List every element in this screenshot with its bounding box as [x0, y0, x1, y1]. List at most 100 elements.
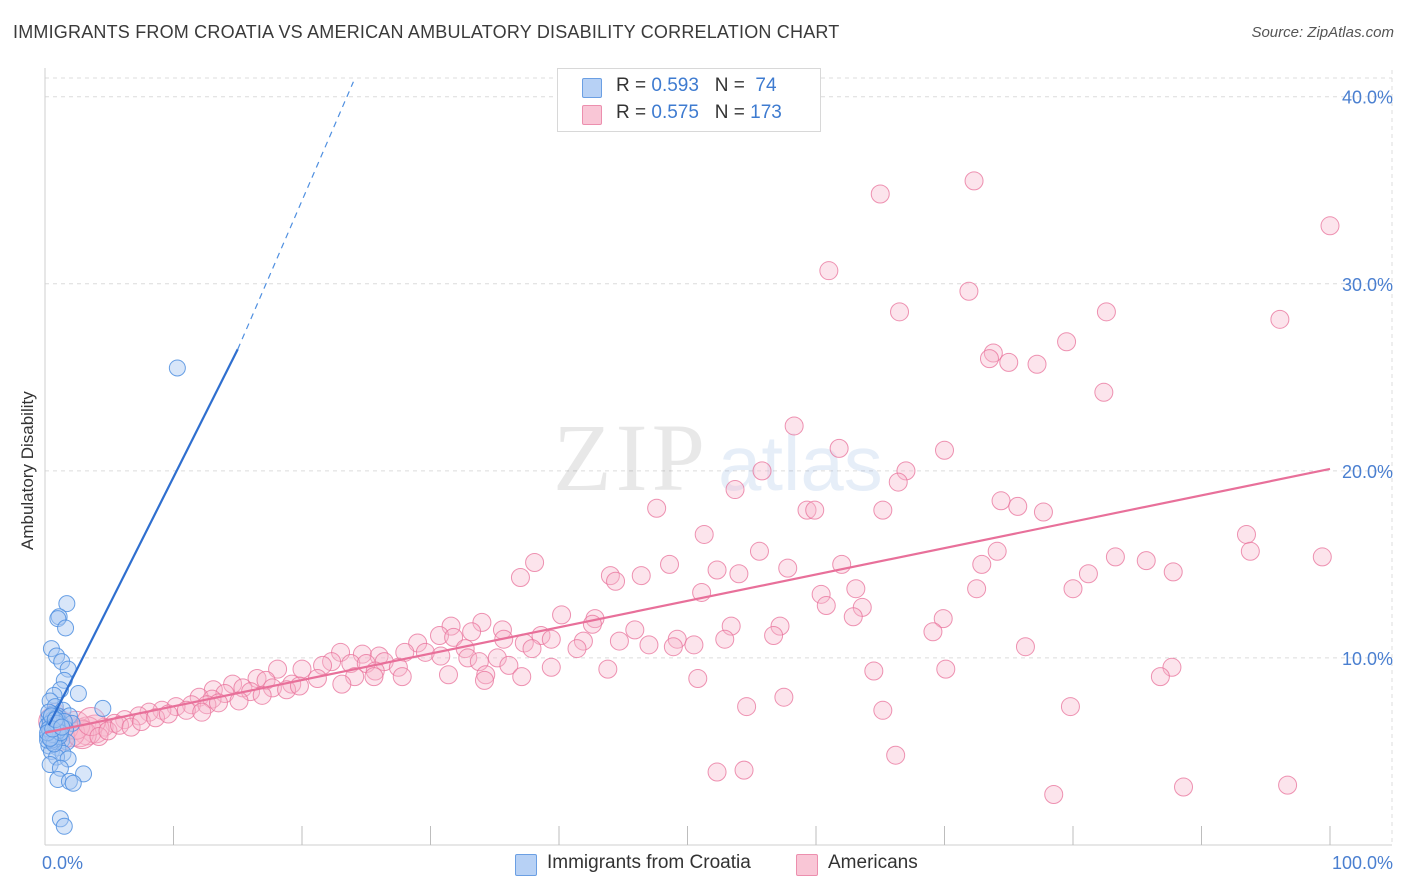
croatia-point: [57, 619, 75, 637]
americans-point: [510, 567, 530, 587]
americans-point: [774, 687, 794, 707]
americans-point: [873, 500, 893, 520]
americans-point: [972, 554, 992, 574]
americans-point: [694, 524, 714, 544]
americans-point: [332, 674, 352, 694]
americans-point: [1236, 524, 1256, 544]
americans-point: [784, 416, 804, 436]
americans-point: [778, 558, 798, 578]
americans-point: [933, 609, 953, 629]
bottom-legend-label-croatia: Immigrants from Croatia: [547, 852, 751, 873]
americans-point: [573, 631, 593, 651]
americans-point: [864, 661, 884, 681]
americans-point: [388, 657, 408, 677]
croatia-point: [41, 756, 59, 774]
americans-point: [525, 553, 545, 573]
americans-point: [110, 715, 130, 735]
americans-point: [737, 697, 757, 717]
americans-point: [1094, 382, 1114, 402]
americans-point: [1105, 547, 1125, 567]
americans-point: [959, 281, 979, 301]
americans-point: [764, 625, 784, 645]
americans-point: [725, 480, 745, 500]
legend-n-label: N =: [714, 75, 751, 96]
americans-point: [707, 560, 727, 580]
croatia-point: [51, 759, 69, 777]
legend-text-americans: R = 0.575 N = 173: [616, 102, 782, 124]
croatia-point: [55, 817, 73, 835]
legend-r-value: 0.593: [651, 75, 699, 96]
americans-point: [752, 461, 772, 481]
americans-point: [1136, 551, 1156, 571]
americans-point: [89, 726, 109, 746]
croatia-trend-line: [47, 348, 239, 726]
americans-point: [268, 659, 288, 679]
source-label: Source: ZipAtlas.com: [1251, 24, 1394, 41]
americans-point: [631, 566, 651, 586]
legend-n-value: 173: [750, 102, 782, 123]
americans-point: [999, 352, 1019, 372]
americans-point: [609, 631, 629, 651]
americans-point: [923, 622, 943, 642]
legend-n-label: N =: [714, 102, 751, 123]
legend-r-value: 0.575: [651, 102, 699, 123]
americans-point: [816, 596, 836, 616]
chart-title: IMMIGRANTS FROM CROATIA VS AMERICAN AMBU…: [13, 22, 840, 42]
croatia-point: [58, 595, 76, 613]
americans-point: [552, 605, 572, 625]
americans-point: [582, 614, 602, 634]
americans-point: [707, 762, 727, 782]
americans-point: [121, 717, 141, 737]
americans-point: [1015, 637, 1035, 657]
legend-r-label: R =: [616, 75, 652, 96]
americans-point: [967, 579, 987, 599]
americans-point: [1096, 302, 1116, 322]
watermark: ZIP atlas: [553, 404, 883, 511]
croatia-point: [64, 774, 82, 792]
americans-point: [886, 745, 906, 765]
americans-point: [843, 607, 863, 627]
legend-swatch-americans: [582, 105, 602, 125]
americans-point: [749, 541, 769, 561]
americans-point: [1312, 547, 1332, 567]
bottom-legend-label-americans: Americans: [828, 852, 918, 873]
americans-point: [1270, 309, 1290, 329]
americans-point: [487, 648, 507, 668]
americans-point: [499, 655, 519, 675]
americans-point: [734, 760, 754, 780]
americans-point: [1063, 579, 1083, 599]
americans-point: [98, 721, 118, 741]
americans-point: [1278, 775, 1298, 795]
grid-layer: [45, 70, 1393, 845]
americans-point: [896, 461, 916, 481]
americans-point: [598, 659, 618, 679]
americans-point: [474, 670, 494, 690]
americans-point: [1163, 562, 1183, 582]
trend-lines: [44, 81, 1331, 734]
bottom-legend-swatch-croatia: [515, 854, 537, 876]
americans-point: [429, 625, 449, 645]
americans-point: [797, 500, 817, 520]
y-tick-label: 40.0%: [1342, 88, 1393, 108]
legend-text-croatia: R = 0.593 N = 74: [616, 75, 777, 97]
americans-point: [1150, 667, 1170, 687]
legend-r-label: R =: [616, 102, 652, 123]
legend-n-value: 74: [750, 75, 777, 96]
americans-point: [1044, 784, 1064, 804]
americans-point: [1078, 564, 1098, 584]
watermark-atlas: atlas: [718, 419, 883, 507]
americans-point: [688, 669, 708, 689]
americans-point: [252, 685, 272, 705]
americans-point: [1240, 541, 1260, 561]
legend: R = 0.593 N = 74 R = 0.575 N = 173: [557, 68, 821, 132]
americans-point: [600, 566, 620, 586]
americans-point: [541, 657, 561, 677]
americans-point: [805, 500, 825, 520]
americans-point: [846, 579, 866, 599]
x-tick-label: 0.0%: [42, 853, 83, 873]
x-tick-label: 100.0%: [1332, 853, 1393, 873]
bottom-legend-swatch-americans: [796, 854, 818, 876]
americans-point: [890, 302, 910, 322]
americans-point: [936, 659, 956, 679]
